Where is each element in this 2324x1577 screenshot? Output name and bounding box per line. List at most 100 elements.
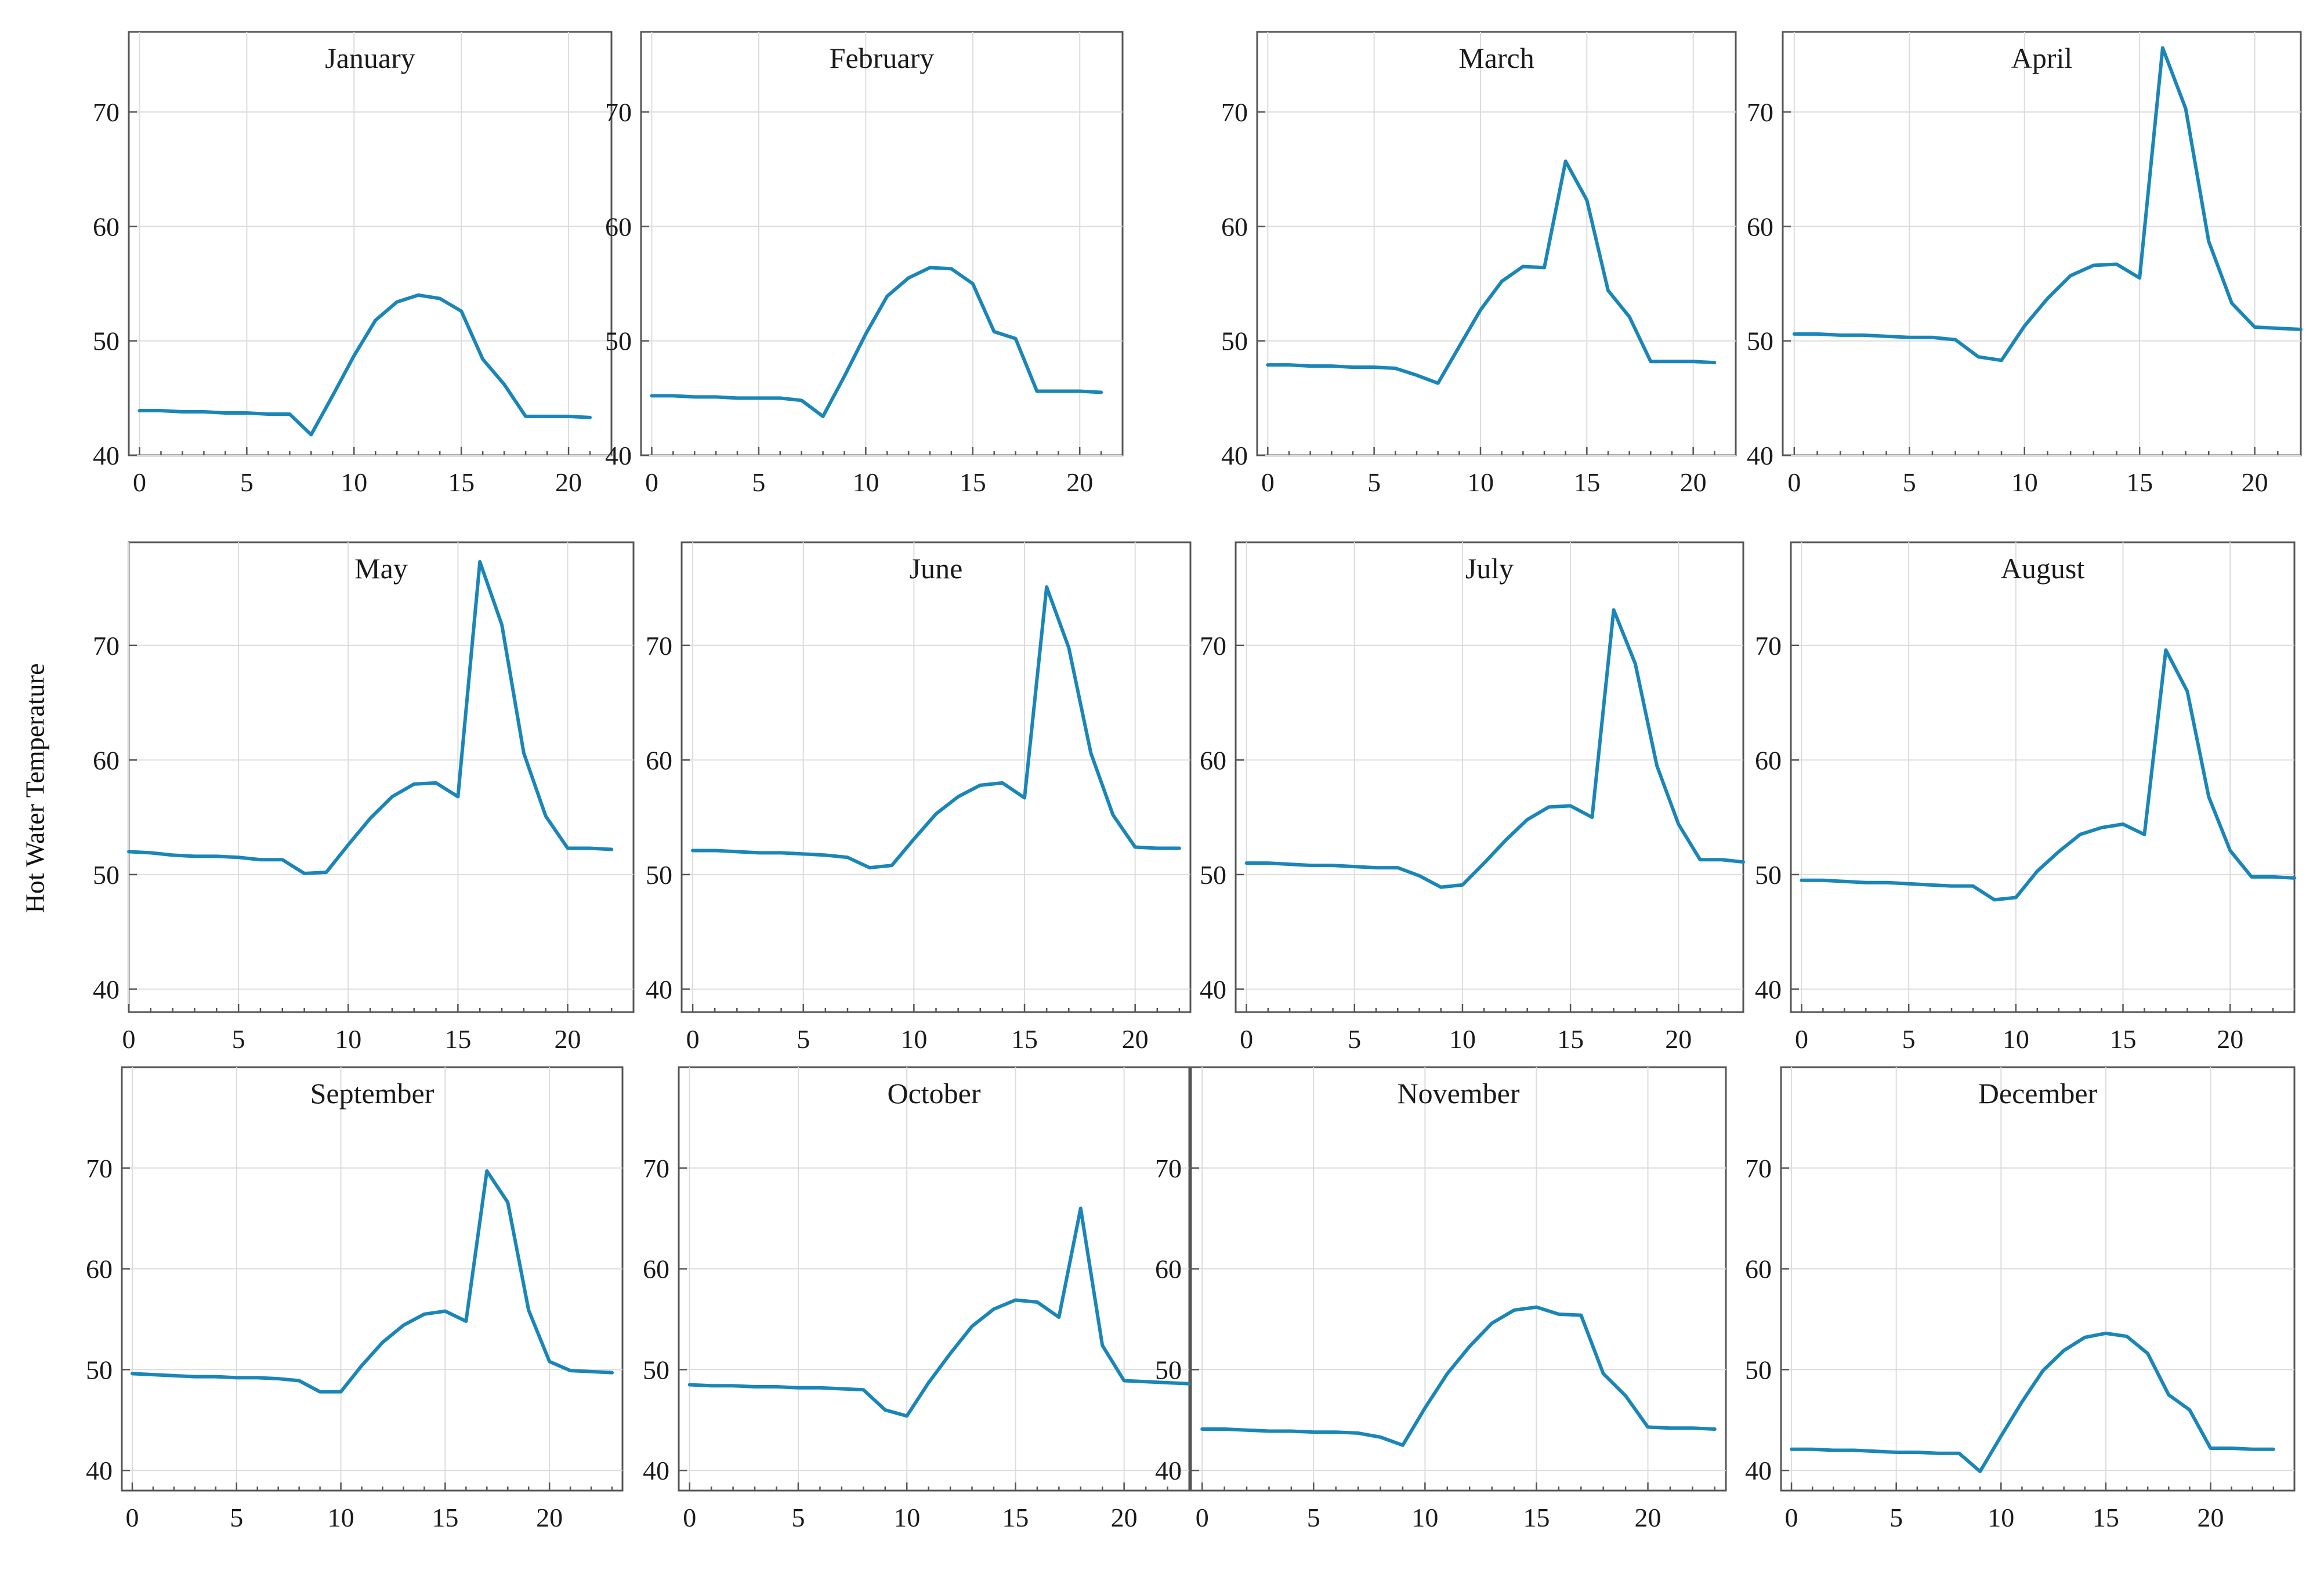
panel-march: 0 5 10 15 20 40 50 60 70 March [1221, 31, 1737, 497]
x-tick-label: 15 [2093, 1503, 2119, 1532]
y-tick-label: 70 [93, 631, 120, 661]
y-tick-label: 50 [1745, 1355, 1772, 1384]
y-tick-label: 50 [86, 1355, 113, 1384]
panel-title: October [887, 1077, 980, 1110]
x-tick-label: 20 [1635, 1503, 1661, 1532]
y-tick-label: 40 [1200, 974, 1226, 1004]
y-tick-label: 60 [86, 1255, 113, 1284]
panel-title: January [325, 42, 415, 74]
y-tick-label: 70 [93, 97, 120, 127]
panel-title: September [310, 1077, 435, 1110]
x-tick-label: 5 [1307, 1503, 1320, 1532]
x-tick-label: 20 [555, 1024, 581, 1054]
y-tick-label: 50 [643, 1355, 669, 1384]
plot-frame [1256, 31, 1737, 456]
x-tick-label: 20 [2217, 1024, 2243, 1054]
x-tick-label: 20 [1111, 1503, 1138, 1532]
x-tick-label: 10 [1411, 1503, 1438, 1532]
series-line-december [1790, 1331, 2275, 1473]
plot-frame [1790, 541, 2296, 1013]
y-tick-label: 60 [1155, 1255, 1182, 1284]
y-tick-label: 60 [1755, 745, 1782, 775]
x-tick-label: 20 [1122, 1024, 1149, 1054]
x-tick-label: 5 [232, 1024, 245, 1054]
y-tick-label: 70 [1747, 97, 1773, 127]
panel-title: December [1978, 1077, 2098, 1110]
x-tick-label: 0 [683, 1503, 696, 1532]
x-tick-label: 10 [335, 1024, 361, 1054]
y-tick-label: 60 [1200, 745, 1226, 775]
x-tick-label: 15 [444, 1024, 471, 1054]
x-tick-label: 15 [448, 467, 475, 497]
plot-frame [678, 1066, 1190, 1492]
panel-title: March [1458, 42, 1534, 74]
series-line-april [1792, 46, 2303, 362]
panel-title: June [910, 552, 963, 585]
x-tick-label: 20 [555, 467, 582, 497]
plot-frame [121, 1066, 624, 1492]
x-tick-label: 15 [1002, 1503, 1029, 1532]
x-tick-label: 0 [133, 467, 146, 497]
y-tick-label: 40 [86, 1456, 113, 1485]
panel-december: 0 5 10 15 20 40 50 60 70 December [1745, 1066, 2296, 1532]
x-tick-label: 10 [1988, 1503, 2014, 1532]
x-tick-label: 20 [1066, 467, 1093, 497]
y-tick-label: 40 [1747, 441, 1773, 470]
series-line-september [130, 1169, 614, 1394]
y-tick-label: 40 [1155, 1456, 1182, 1485]
x-tick-label: 5 [791, 1503, 805, 1532]
series-line-october [687, 1206, 1191, 1418]
x-tick-label: 10 [2011, 467, 2038, 497]
plot-frame [1235, 541, 1744, 1013]
x-tick-label: 20 [2198, 1503, 2224, 1532]
x-tick-label: 15 [2110, 1024, 2137, 1054]
x-tick-label: 0 [686, 1024, 700, 1054]
panel-november: 0 5 10 15 20 40 50 60 70 November [1155, 1066, 1727, 1532]
x-tick-label: 15 [1573, 467, 1600, 497]
x-tick-label: 15 [2126, 467, 2153, 497]
x-tick-label: 5 [1889, 1503, 1903, 1532]
y-tick-label: 50 [1155, 1355, 1182, 1384]
x-tick-label: 0 [125, 1503, 139, 1532]
x-tick-label: 0 [122, 1024, 136, 1054]
y-tick-label: 40 [1745, 1456, 1772, 1485]
x-tick-label: 15 [1011, 1024, 1038, 1054]
plot-frame [128, 31, 613, 456]
series-line-november [1200, 1305, 1717, 1447]
panel-september: 0 5 10 15 20 40 50 60 70 September [86, 1066, 624, 1532]
y-tick-label: 70 [643, 1154, 669, 1183]
y-tick-label: 50 [1755, 860, 1782, 890]
x-tick-label: 15 [1523, 1503, 1550, 1532]
y-tick-label: 60 [93, 212, 120, 241]
x-tick-label: 15 [1557, 1024, 1584, 1054]
y-tick-label: 40 [643, 1456, 669, 1485]
plot-frame [1190, 1066, 1727, 1492]
series-line-february [650, 266, 1103, 418]
plot-frame [1782, 31, 2302, 456]
y-tick-label: 70 [1200, 631, 1226, 661]
x-tick-label: 5 [752, 467, 765, 497]
x-tick-label: 0 [1785, 1503, 1798, 1532]
panel-june: 0 5 10 15 20 40 50 60 70 June [646, 541, 1192, 1054]
panel-title: November [1397, 1077, 1519, 1110]
x-tick-label: 5 [1903, 467, 1916, 497]
y-tick-label: 70 [1155, 1154, 1182, 1183]
y-tick-label: 60 [646, 745, 672, 775]
y-tick-label: 40 [1221, 441, 1248, 470]
y-tick-label: 50 [93, 860, 120, 890]
y-tick-label: 50 [93, 327, 120, 356]
y-tick-label: 60 [93, 745, 120, 775]
y-tick-label: 60 [1221, 212, 1248, 241]
panel-january: 0 5 10 15 20 40 50 60 70 January [93, 31, 613, 497]
x-tick-label: 0 [1196, 1503, 1209, 1532]
plot-frame [1780, 1066, 2296, 1492]
y-tick-label: 40 [1755, 974, 1782, 1004]
x-tick-label: 10 [2003, 1024, 2029, 1054]
x-tick-label: 20 [1680, 467, 1707, 497]
plot-frame [680, 541, 1192, 1013]
y-tick-label: 40 [93, 974, 120, 1004]
series-line-june [691, 585, 1181, 870]
x-tick-label: 15 [960, 467, 986, 497]
x-tick-label: 0 [1261, 467, 1275, 497]
x-tick-label: 20 [1665, 1024, 1692, 1054]
